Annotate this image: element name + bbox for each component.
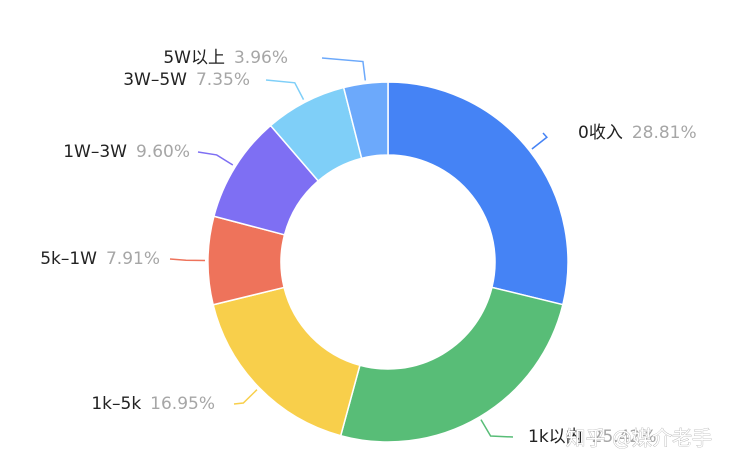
slice-label-4: 1W–3W 9.60% [63,142,190,162]
leader-line-4 [197,151,234,166]
slice-2 [212,286,361,437]
slice-name-6: 5W以上 [163,48,225,68]
leader-line-1 [480,419,514,438]
leader-line-0 [531,132,548,150]
slice-0 [387,81,569,306]
slice-label-5: 3W–5W 7.35% [123,70,250,90]
slice-percent-3: 7.91% [106,249,160,269]
slice-percent-5: 7.35% [196,70,250,90]
slice-label-3: 5k–1W 7.91% [40,249,160,269]
slice-6 [342,81,389,160]
slice-label-0: 0收入 28.81% [578,123,697,143]
slice-label-2: 1k–5k 16.95% [91,394,215,414]
leader-line-5 [265,79,305,101]
slice-1 [339,286,564,443]
slice-name-2: 1k–5k [91,394,141,414]
slice-label-6: 5W以上 3.96% [163,48,288,68]
slice-name-1: 1k以内 [528,427,583,447]
leader-line-3 [169,258,206,262]
slice-name-5: 3W–5W [123,70,187,90]
slice-name-0: 0收入 [578,123,623,143]
slice-name-3: 5k–1W [40,249,97,269]
slice-percent-4: 9.60% [136,142,190,162]
watermark-text: 知乎 @媒介老手 [566,426,712,450]
slice-percent-2: 16.95% [150,394,215,414]
slice-percent-1: 25.42% [592,427,657,447]
labels-group: 0收入 28.81% 1k以内 25.42% 1k–5k 16.95% 5k–1W 7.91%… [40,48,696,447]
slice-name-4: 1W–3W [63,142,127,162]
slice-percent-6: 3.96% [234,48,288,68]
leader-line-2 [233,389,258,405]
slice-label-1: 1k以内 25.42% [528,427,657,447]
leader-line-6 [321,57,367,81]
slices-group [207,81,569,443]
slice-percent-0: 28.81% [632,123,697,143]
